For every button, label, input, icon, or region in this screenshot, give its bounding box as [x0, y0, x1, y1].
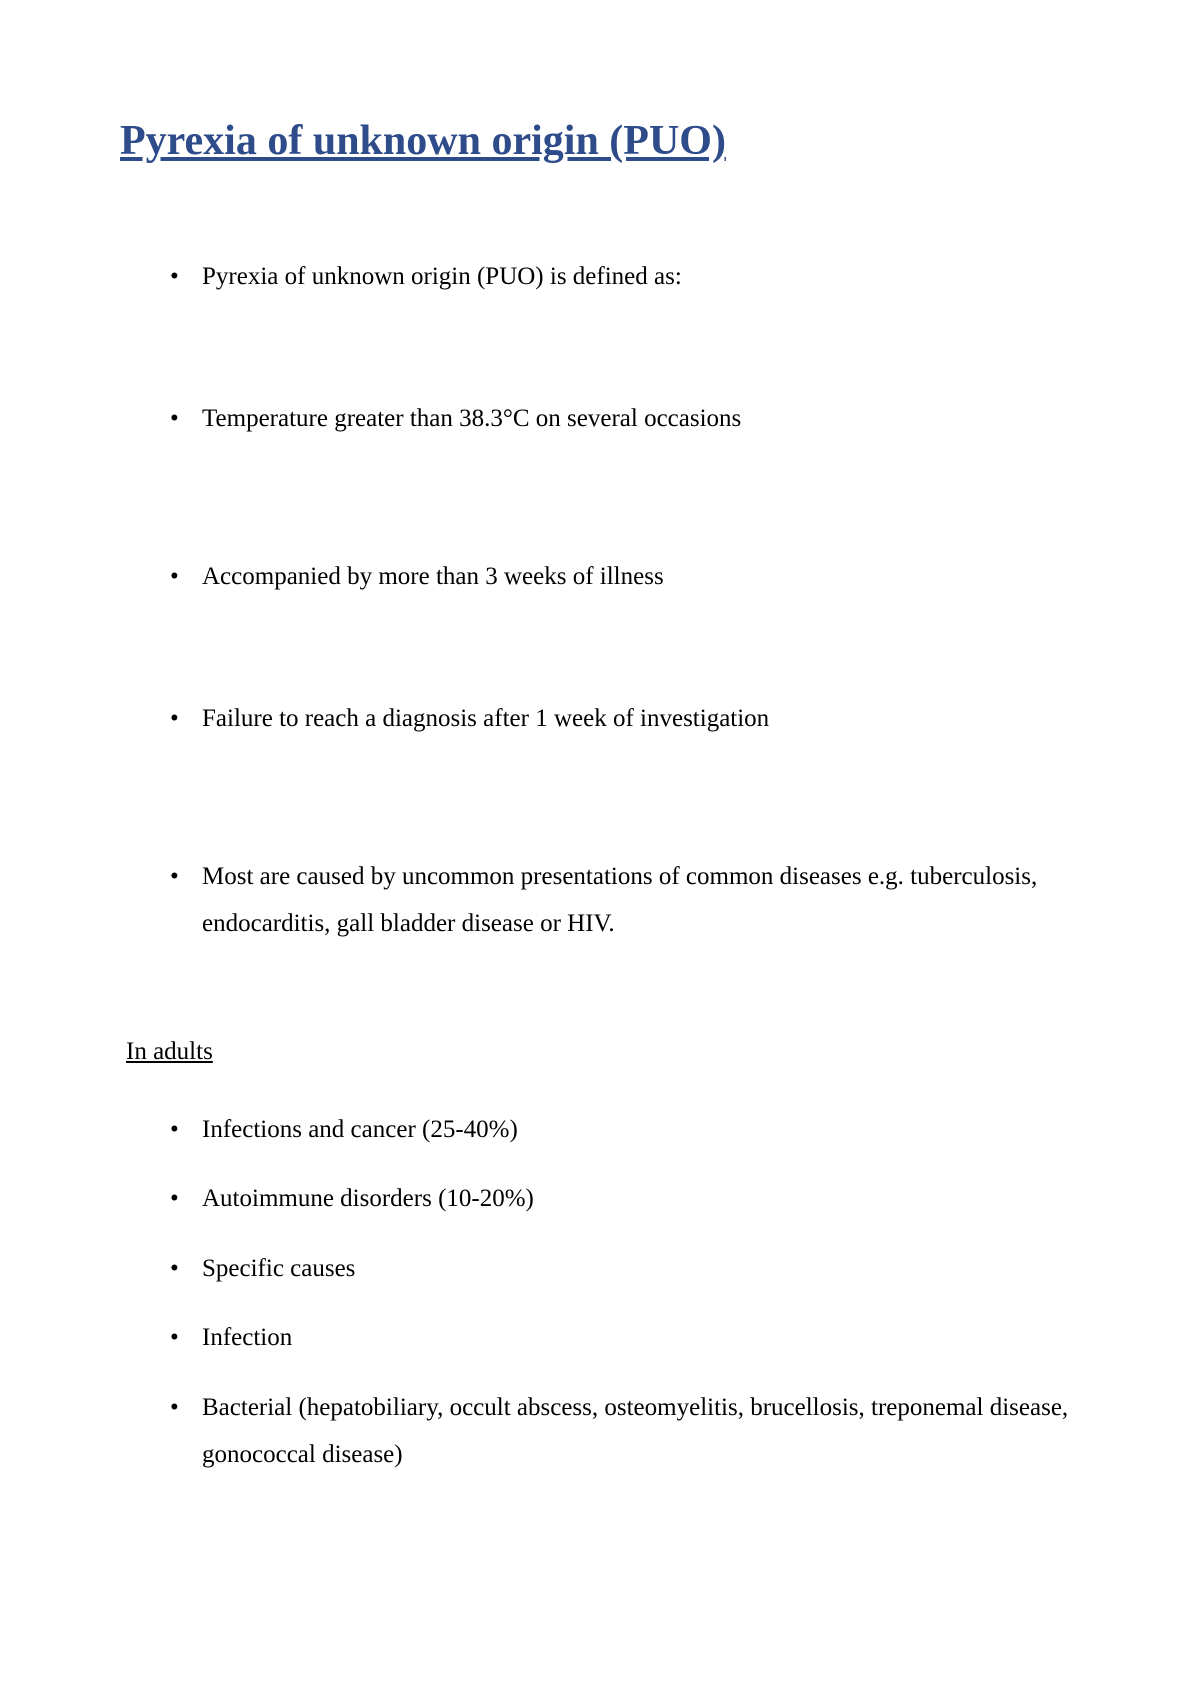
- list-item: Infection: [170, 1314, 1090, 1362]
- list-item: Infections and cancer (25-40%): [170, 1106, 1090, 1154]
- document-page: Pyrexia of unknown origin (PUO) Pyrexia …: [0, 0, 1200, 1698]
- list-item: Most are caused by uncommon presentation…: [170, 853, 1090, 948]
- list-item: Specific causes: [170, 1245, 1090, 1293]
- adults-list: Infections and cancer (25-40%) Autoimmun…: [120, 1106, 1090, 1479]
- list-item: Pyrexia of unknown origin (PUO) is defin…: [170, 253, 1090, 301]
- list-item: Autoimmune disorders (10-20%): [170, 1175, 1090, 1223]
- definition-list: Pyrexia of unknown origin (PUO) is defin…: [120, 253, 1090, 948]
- list-item: Temperature greater than 38.3°C on sever…: [170, 395, 1090, 443]
- page-title: Pyrexia of unknown origin (PUO): [120, 115, 1090, 168]
- list-item: Bacterial (hepatobiliary, occult abscess…: [170, 1384, 1090, 1479]
- list-item: Accompanied by more than 3 weeks of illn…: [170, 553, 1090, 601]
- list-item: Failure to reach a diagnosis after 1 wee…: [170, 695, 1090, 743]
- adults-heading: In adults: [120, 1038, 1090, 1066]
